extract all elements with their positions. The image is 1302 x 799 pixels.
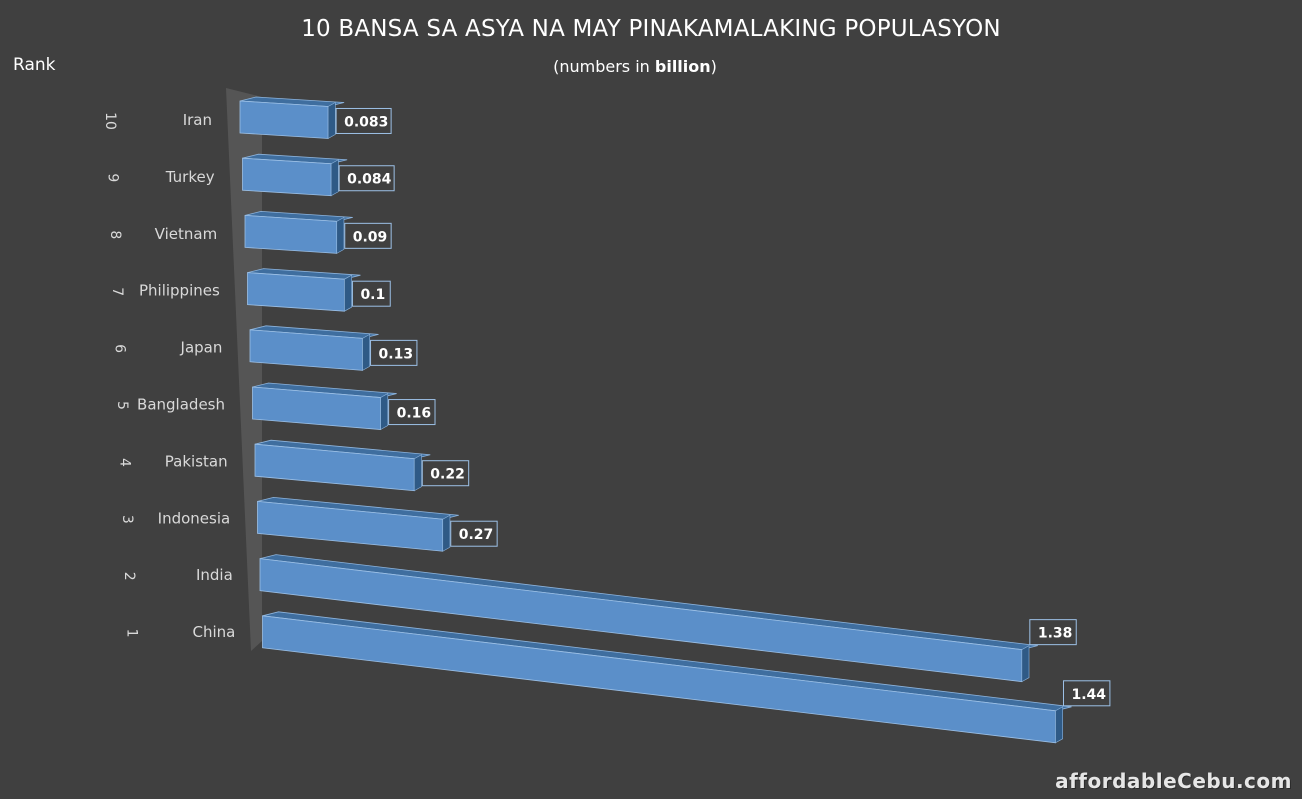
data-label-box xyxy=(351,280,391,307)
data-label-box xyxy=(421,460,470,487)
bar-side-face xyxy=(330,159,339,197)
data-label-box xyxy=(338,165,395,192)
data-label-box xyxy=(450,520,498,547)
bar xyxy=(244,214,338,254)
chart-subtitle: (numbers in billion) xyxy=(0,57,1270,76)
category-label: Bangladesh xyxy=(137,396,225,414)
data-label-box xyxy=(335,107,392,134)
data-label: 0.22 xyxy=(430,467,465,483)
data-label: 0.16 xyxy=(397,406,432,422)
bar xyxy=(242,157,332,197)
bar-side-face xyxy=(336,216,345,254)
bar-side-face xyxy=(1055,706,1063,744)
category-label: Iran xyxy=(183,111,212,129)
bar-side-face xyxy=(327,101,336,139)
data-label-box xyxy=(344,222,392,249)
data-label: 0.13 xyxy=(379,346,414,362)
bar-side-face xyxy=(413,454,422,492)
data-label: 0.27 xyxy=(459,527,494,543)
bar-side-face xyxy=(442,514,451,552)
data-label: 1.38 xyxy=(1038,626,1073,642)
rank-tick: 8 xyxy=(107,230,123,239)
category-label: Philippines xyxy=(139,282,220,300)
bar-side-face xyxy=(362,333,371,371)
category-label: India xyxy=(196,566,233,584)
rank-axis-label: Rank xyxy=(13,55,56,75)
watermark: affordableCebu.com xyxy=(1055,769,1292,793)
rank-tick: 4 xyxy=(116,458,132,467)
bar-side-face xyxy=(344,274,352,312)
rank-tick: 2 xyxy=(121,572,137,581)
data-label-box xyxy=(1029,619,1077,646)
data-label: 0.09 xyxy=(353,229,388,245)
category-label: Pakistan xyxy=(165,452,228,470)
category-label: China xyxy=(193,623,236,641)
bar-side-face xyxy=(380,393,389,431)
data-label-box xyxy=(388,399,436,426)
data-label: 1.44 xyxy=(1072,687,1107,703)
subtitle-suffix: ) xyxy=(710,57,717,76)
data-label: 0.084 xyxy=(347,172,392,188)
rank-tick: 7 xyxy=(109,287,125,296)
bar xyxy=(239,100,329,139)
category-label: Vietnam xyxy=(155,225,218,243)
bar-side-face xyxy=(1021,645,1030,683)
data-label-box xyxy=(370,339,418,366)
category-label: Indonesia xyxy=(158,509,231,527)
rank-tick: 3 xyxy=(119,515,135,524)
subtitle-prefix: (numbers in xyxy=(553,57,655,76)
rank-tick: 5 xyxy=(114,401,130,410)
category-label: Turkey xyxy=(165,168,215,186)
rank-tick: 1 xyxy=(124,629,140,638)
rank-tick: 10 xyxy=(102,112,118,130)
category-label: Japan xyxy=(180,339,223,357)
rank-tick: 9 xyxy=(104,173,120,182)
bar xyxy=(247,272,345,312)
data-label: 0.1 xyxy=(360,287,385,303)
data-label: 0.083 xyxy=(344,114,388,130)
chart-title: 10 BANSA SA ASYA NA MAY PINAKAMALAKING P… xyxy=(301,16,1001,42)
subtitle-unit: billion xyxy=(654,57,711,76)
rank-tick: 6 xyxy=(112,344,128,353)
data-label-box xyxy=(1063,680,1111,707)
